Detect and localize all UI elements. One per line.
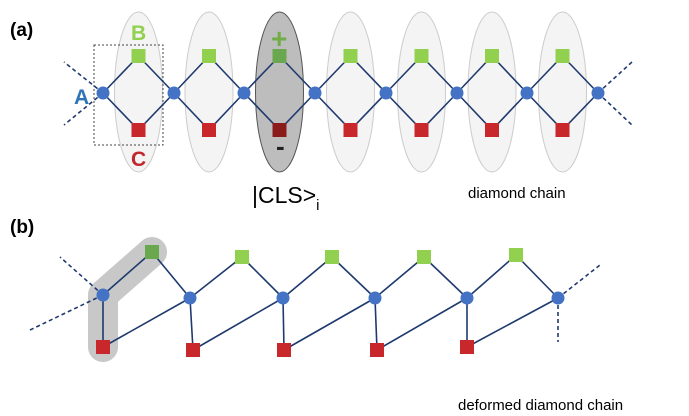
- bond: [283, 297, 376, 351]
- site-circle: [379, 86, 393, 100]
- bond: [331, 256, 376, 299]
- site-circle: [551, 291, 565, 305]
- site-square: [272, 123, 287, 137]
- site-circle: [460, 291, 474, 305]
- caption: deformed diamond chain: [458, 397, 623, 414]
- site-square: [325, 250, 339, 264]
- site-circle: [368, 291, 382, 305]
- bond: [466, 254, 517, 299]
- site-circle: [96, 86, 110, 100]
- bond: [466, 297, 559, 348]
- site-square: [509, 248, 523, 262]
- bond: [376, 297, 468, 351]
- panel-label: (b): [10, 217, 34, 238]
- site-square: [202, 123, 216, 137]
- bond: [102, 297, 191, 348]
- site-square: [96, 340, 110, 354]
- site-square: [417, 250, 431, 264]
- site-square: [555, 123, 570, 137]
- site-square: [145, 245, 159, 259]
- bond: [374, 297, 378, 351]
- dashed-bond: [63, 61, 104, 94]
- state-label: |CLS>i: [252, 182, 320, 214]
- site-circle: [308, 86, 322, 100]
- bond: [282, 297, 285, 351]
- site-circle: [237, 86, 251, 100]
- bond: [192, 297, 284, 351]
- site-circle: [520, 86, 534, 100]
- site-square: [414, 123, 429, 137]
- site-circle: [96, 288, 110, 302]
- panel-label: (a): [10, 20, 33, 41]
- unit-cell-box: [93, 44, 164, 146]
- site-label: B: [131, 22, 146, 45]
- state-main: |CLS>: [252, 182, 316, 208]
- site-circle: [276, 291, 290, 305]
- site-square: [131, 49, 146, 63]
- site-square: [186, 343, 200, 357]
- caption: diamond chain: [468, 185, 566, 202]
- sign-label: -: [276, 131, 285, 161]
- sign-label: +: [271, 23, 287, 54]
- cls-ellipse: [467, 11, 517, 173]
- dashed-bond: [59, 256, 104, 296]
- site-label: A: [74, 86, 89, 109]
- cls-ellipse: [255, 11, 304, 173]
- dashed-bond: [597, 61, 633, 94]
- site-square: [277, 343, 291, 357]
- cls-ellipse: [397, 11, 446, 173]
- bond: [374, 256, 425, 299]
- site-square: [202, 49, 216, 63]
- site-square: [343, 123, 358, 137]
- site-square: [343, 49, 358, 63]
- bond: [102, 251, 153, 296]
- bond: [282, 256, 333, 299]
- site-square: [414, 49, 429, 63]
- cls-ellipse: [538, 11, 587, 173]
- site-square: [272, 49, 287, 63]
- bond: [189, 256, 243, 299]
- site-circle: [450, 86, 464, 100]
- site-square: [485, 49, 499, 63]
- site-square: [460, 340, 474, 354]
- site-circle: [167, 86, 181, 100]
- site-square: [370, 343, 384, 357]
- dashed-bond: [557, 264, 601, 299]
- site-circle: [591, 86, 605, 100]
- site-square: [555, 49, 570, 63]
- cls-ellipse: [326, 11, 375, 173]
- bond: [189, 297, 194, 351]
- bond: [423, 256, 468, 299]
- site-square: [485, 123, 499, 137]
- panel-b: [29, 237, 601, 362]
- bond: [151, 251, 191, 299]
- bond: [515, 254, 559, 299]
- site-square: [131, 123, 146, 137]
- site-label: C: [131, 148, 146, 171]
- site-circle: [183, 291, 197, 305]
- dashed-bond: [597, 92, 633, 126]
- dashed-bond: [63, 92, 104, 126]
- cls-ellipse: [184, 11, 234, 173]
- panel-a: [63, 11, 633, 173]
- site-square: [235, 250, 249, 264]
- state-subscript: i: [316, 197, 319, 214]
